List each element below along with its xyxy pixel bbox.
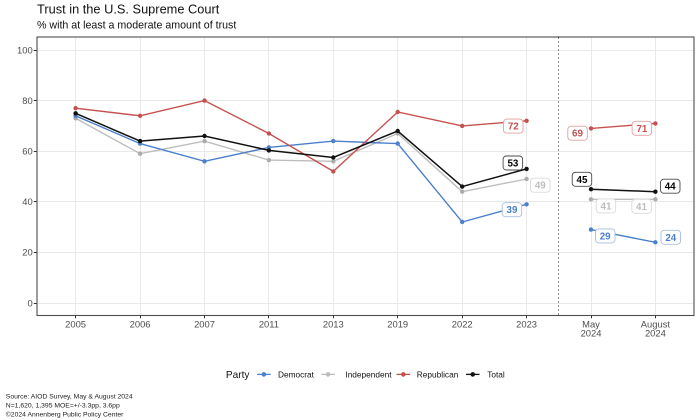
svg-text:20: 20 bbox=[22, 247, 32, 258]
svg-text:2011: 2011 bbox=[259, 318, 279, 329]
svg-text:71: 71 bbox=[636, 124, 647, 135]
svg-text:% with at least a moderate amo: % with at least a moderate amount of tru… bbox=[37, 20, 236, 32]
svg-text:2006: 2006 bbox=[130, 318, 151, 329]
svg-text:Democrat: Democrat bbox=[278, 370, 315, 380]
svg-text:41: 41 bbox=[601, 201, 612, 212]
svg-text:40: 40 bbox=[22, 196, 32, 207]
svg-text:100: 100 bbox=[17, 44, 33, 55]
svg-text:80: 80 bbox=[22, 95, 32, 106]
svg-text:49: 49 bbox=[535, 181, 546, 192]
svg-text:Party: Party bbox=[226, 370, 251, 381]
svg-text:2019: 2019 bbox=[387, 318, 408, 329]
svg-text:Source: AIOD Survey, May & Aug: Source: AIOD Survey, May & August 2024 bbox=[6, 394, 133, 401]
svg-text:44: 44 bbox=[665, 182, 676, 193]
svg-text:Republican: Republican bbox=[417, 370, 459, 380]
svg-text:72: 72 bbox=[508, 122, 519, 133]
svg-text:2024: 2024 bbox=[645, 328, 666, 339]
svg-text:2013: 2013 bbox=[323, 318, 344, 329]
svg-text:August: August bbox=[641, 318, 671, 329]
svg-text:60: 60 bbox=[22, 146, 32, 157]
svg-text:Total: Total bbox=[487, 370, 505, 380]
svg-text:Trust in the U.S. Supreme Cour: Trust in the U.S. Supreme Court bbox=[37, 2, 220, 17]
svg-text:53: 53 bbox=[507, 159, 518, 170]
svg-text:N=1,620, 1,395 MOE=+/-3.3pp, 3: N=1,620, 1,395 MOE=+/-3.3pp, 3.6pp bbox=[6, 403, 120, 410]
svg-text:2024: 2024 bbox=[581, 328, 602, 339]
svg-text:69: 69 bbox=[572, 129, 583, 140]
svg-text:©2024 Annenberg Public Policy: ©2024 Annenberg Public Policy Center bbox=[6, 411, 124, 419]
svg-text:24: 24 bbox=[665, 233, 676, 244]
svg-text:May: May bbox=[582, 318, 600, 329]
svg-text:29: 29 bbox=[600, 231, 611, 242]
svg-text:Independent: Independent bbox=[345, 370, 392, 380]
svg-text:39: 39 bbox=[507, 205, 518, 216]
svg-text:0: 0 bbox=[27, 297, 32, 308]
svg-text:2022: 2022 bbox=[452, 318, 473, 329]
svg-text:45: 45 bbox=[577, 175, 588, 186]
svg-text:41: 41 bbox=[636, 202, 647, 213]
svg-text:2005: 2005 bbox=[65, 318, 86, 329]
svg-text:2023: 2023 bbox=[516, 318, 537, 329]
svg-text:2007: 2007 bbox=[194, 318, 215, 329]
